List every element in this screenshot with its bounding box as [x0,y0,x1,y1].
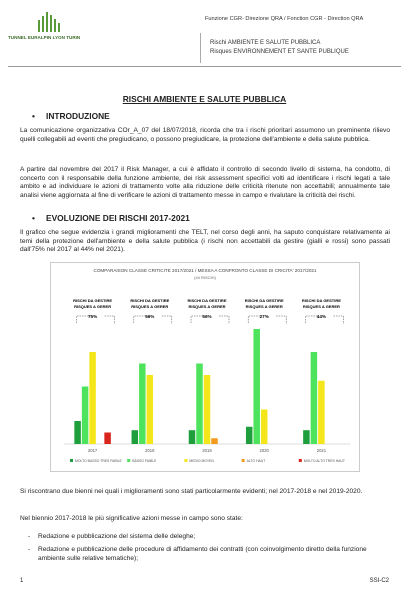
legend-label: ALTO HAUT [247,459,266,463]
bar [303,430,310,444]
prefix: Risques [210,49,232,55]
x-tick-label: 2019 [202,448,212,453]
bracket [76,315,115,324]
section-heading: EVOLUZIONE DEI RISCHI 2017-2021 [32,213,190,223]
chart-title: COMPARAISON CLASSE CRITICITE 2017/2021 /… [94,268,317,273]
paragraph: La comunicazione organizzativa COr_A_07 … [20,127,390,143]
header-subject-fr: Risques ENVIRONNEMENT ET SANTE PUBLIQUE [210,49,349,55]
section-heading: INTRODUZIONE [32,111,110,121]
bracket [133,315,173,324]
x-tick-label: 2017 [88,448,98,453]
bar [74,421,81,444]
annotation: RISCHI DA GESTIRE [245,298,284,303]
legend-swatch [70,459,73,462]
legend-label: MEDIO MOYEN [189,459,214,463]
annotation: RISQUES A GERER [246,304,283,309]
logo-text: TUNNEL EURALPIN LYON TURIN [8,35,81,40]
legend-swatch [184,459,188,462]
bar [89,352,96,444]
doc-code: SSI-C2 [369,578,389,584]
paragraph: Si riscontrano due bienni nei quali i mi… [20,488,363,495]
bar [104,432,111,444]
legend-swatch [127,459,131,462]
annotation-value: 56% [145,314,154,319]
legend-label: MOLTO ALTO TRES HAUT [304,459,345,463]
annotation-value: 75% [88,314,97,319]
subject: ENVIRONNEMENT ET SANTE PUBLIQUE [233,49,349,55]
paragraph: Nel biennio 2017-2018 le più significati… [20,515,243,522]
subject: AMBIENTE E SALUTE PUBBLICA [227,40,321,46]
annotation: RISCHI DA GESTIRE [188,298,227,303]
header-rule [8,66,401,67]
legend-label: BASSO FAIBLE [132,459,157,463]
bar [188,430,196,444]
bracket [305,315,344,324]
bar [310,352,318,444]
chart: COMPARAISON CLASSE CRITICITE 2017/2021 /… [50,262,360,472]
bullet: Redazione e pubblicazione del sistema de… [28,533,390,542]
annotation: RISQUES A GERER [131,304,168,309]
x-tick-label: 2018 [145,448,155,453]
bar [211,438,218,444]
x-tick-label: 2021 [317,448,327,453]
prefix: Rischi [210,40,227,46]
header-function: Funzione CGR- Direzione QRA / Fonction C… [205,16,364,22]
bracket [190,315,230,324]
bar [131,430,139,444]
annotation: RISQUES A GERER [74,304,111,309]
header-subject-it: Rischi AMBIENTE E SALUTE PUBBLICA [210,40,320,46]
bar [81,386,89,444]
paragraph: A partire dal novembre del 2017 il Risk … [20,166,390,199]
annotation: RISCHI DA GESTIRE [302,298,341,303]
x-tick-label: 2020 [260,448,270,453]
bar [260,409,268,444]
bar [146,375,154,444]
logo-graphic [38,12,60,32]
annotation: RISCHI DA GESTIRE [130,298,169,303]
annotation: RISQUES A GERER [188,304,225,309]
doc-title: RISCHI AMBIENTE E SALUTE PUBBLICA [122,94,287,104]
legend-swatch [298,459,302,462]
annotation-value: 44% [317,314,326,319]
paragraph: Il grafico che segue evidenzia i grandi … [20,229,390,254]
legend-swatch [241,459,245,462]
bar [203,375,211,444]
chart-subtitle: (44 RISCHI) [194,275,216,280]
bar [196,363,203,444]
bar [253,329,260,444]
bracket [247,315,287,324]
legend-label: MOLTO BASSO TRES FAIBLE [75,459,122,463]
page-number: 1 [20,578,24,584]
bar [318,380,325,444]
annotation: RISQUES A GERER [303,304,340,309]
annotation: RISCHI DA GESTIRE [73,298,112,303]
header-divider [200,33,201,63]
bullet: Redazione e pubblicazione delle procedur… [28,546,390,563]
bar [139,363,146,444]
annotation-value: 27% [260,314,269,319]
annotation-value: 56% [202,314,211,319]
bar [245,426,253,444]
